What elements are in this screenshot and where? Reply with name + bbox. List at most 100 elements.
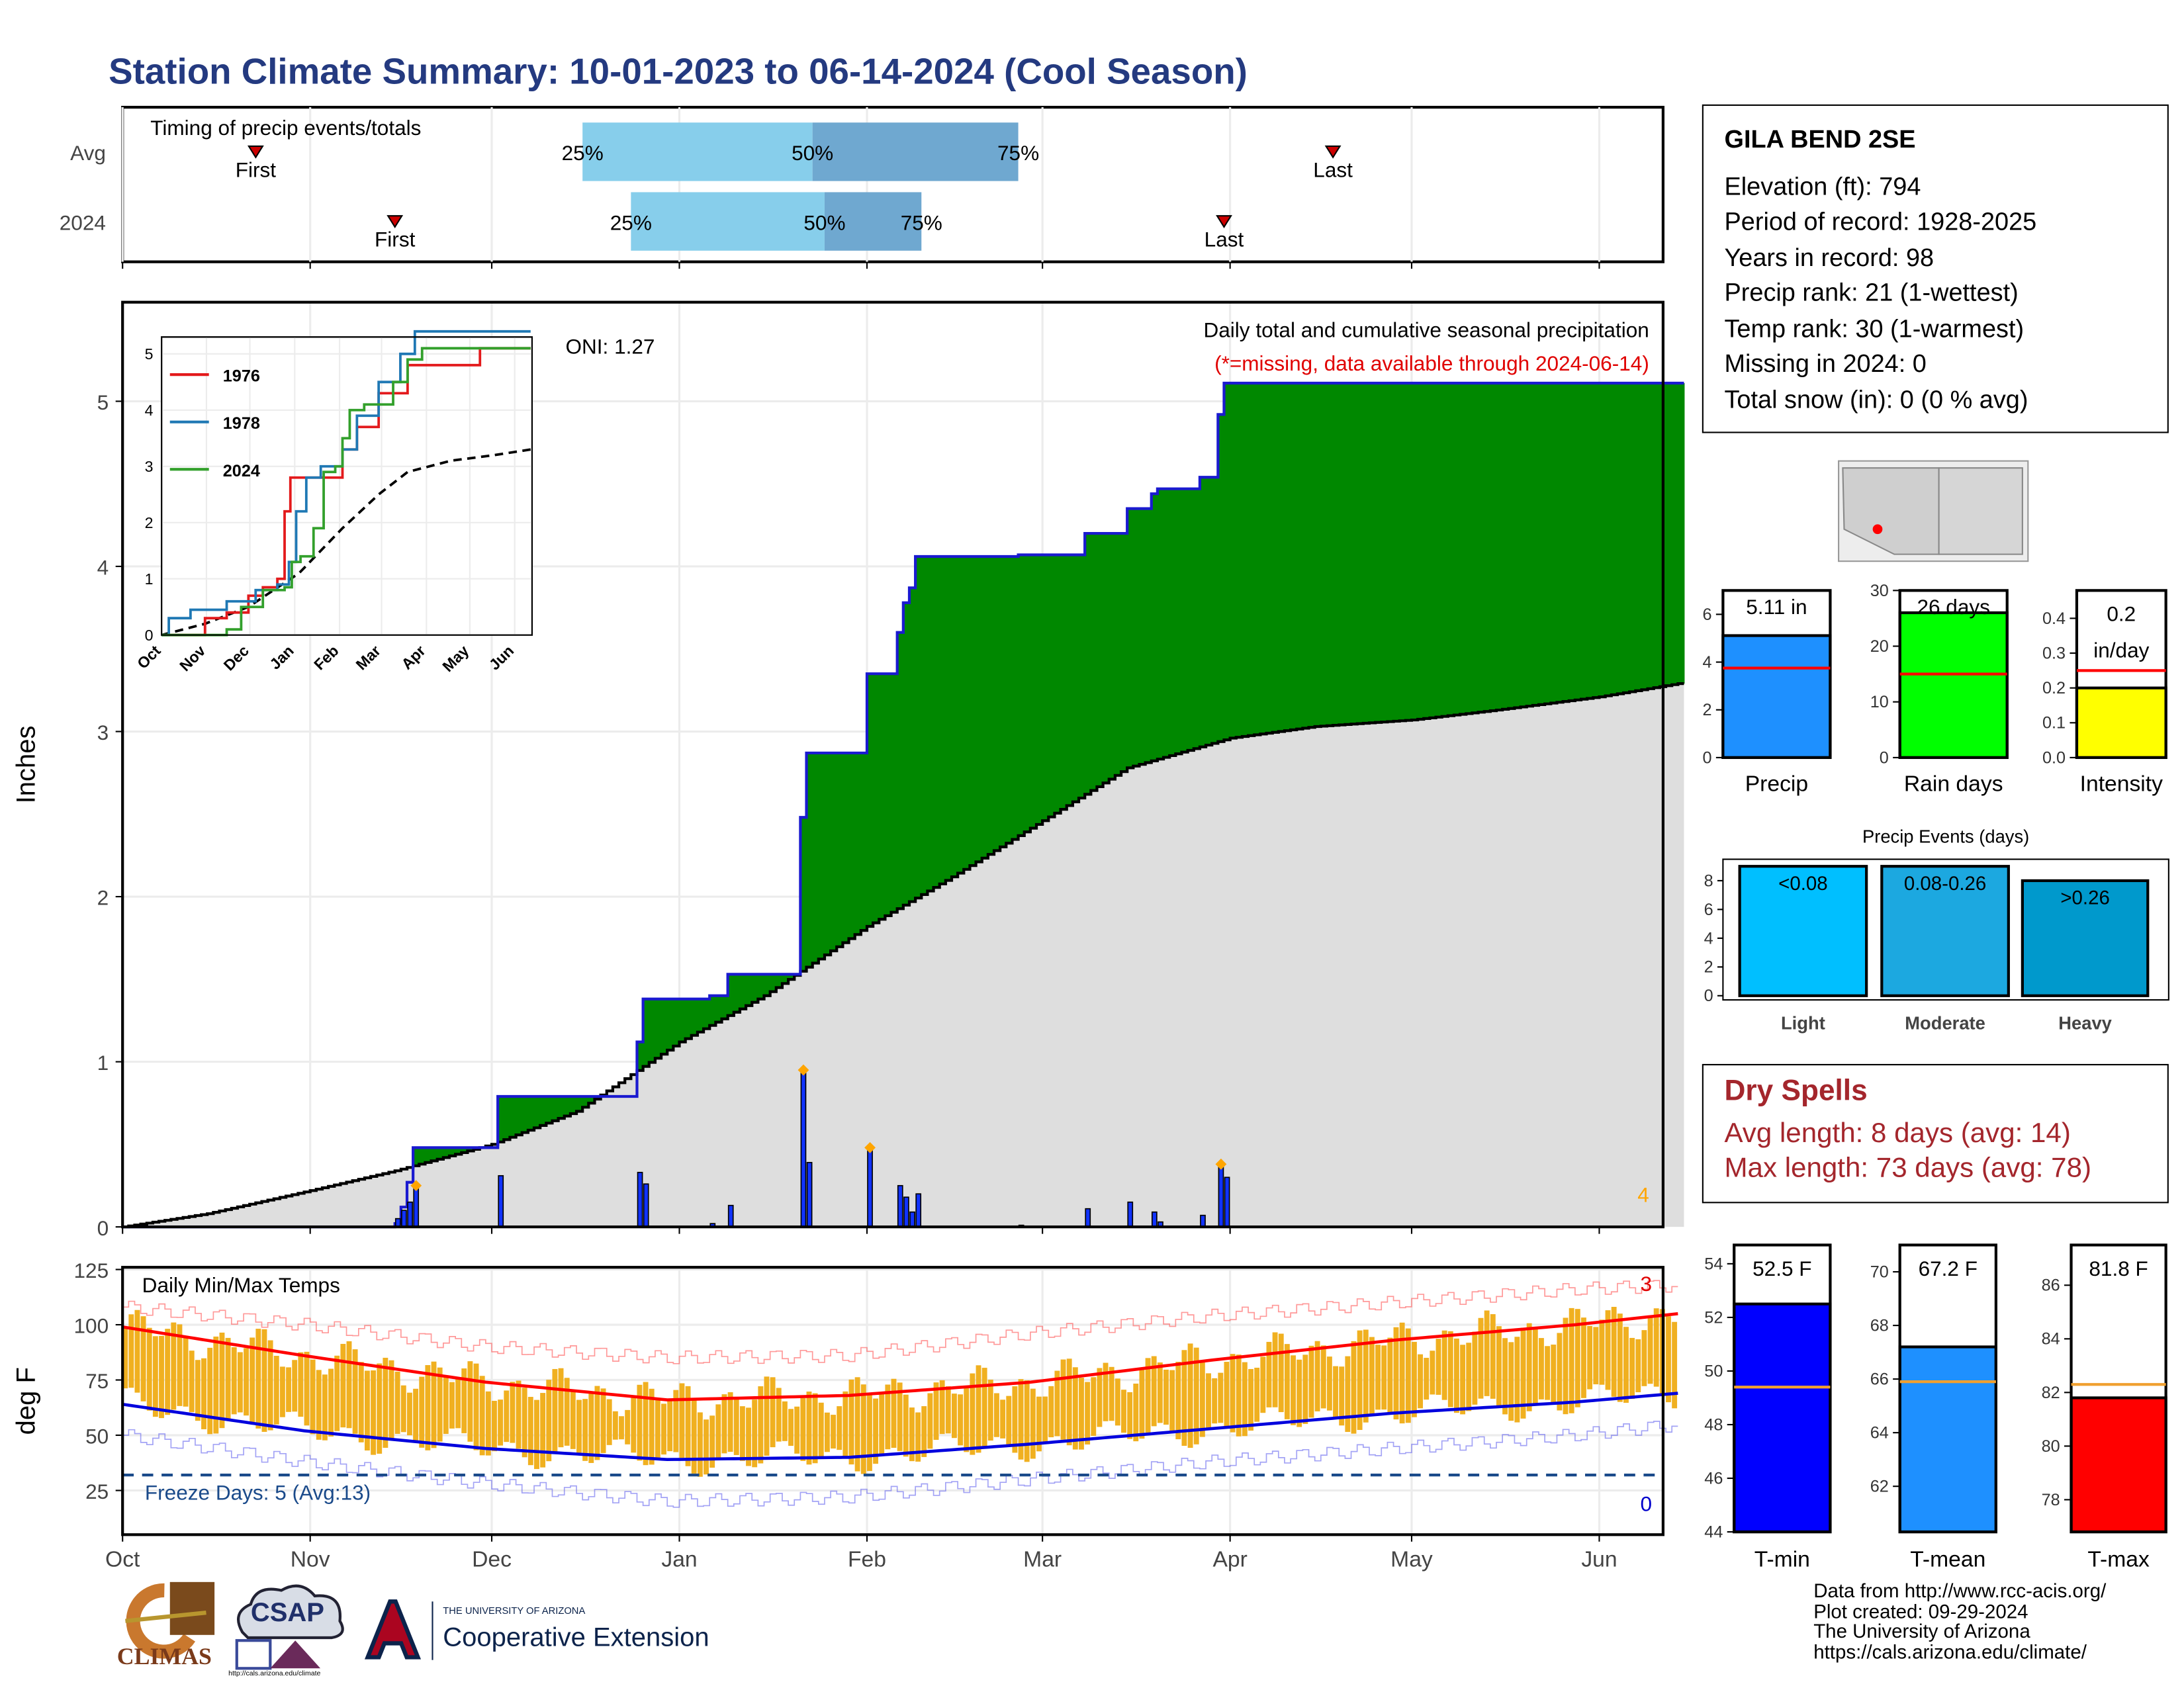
- temp-daily-bar: [128, 1314, 134, 1388]
- precip-daily-bar: [498, 1175, 504, 1227]
- precip-above-normal-fill: [1066, 555, 1073, 806]
- precip-gauge-value: 5.11 in: [1746, 595, 1807, 619]
- temp-daily-bar: [770, 1377, 776, 1448]
- oni-label: ONI: 1.27: [565, 335, 655, 359]
- temp-daily-bar: [1520, 1327, 1526, 1419]
- temp-daily-bar: [1581, 1317, 1586, 1398]
- temp-daily-bar: [1587, 1325, 1593, 1390]
- temp-gauge-ytick-label: 54: [1704, 1255, 1723, 1273]
- temp-daily-bar: [1181, 1350, 1187, 1446]
- precip-above-normal-fill: [854, 752, 862, 935]
- precip-gauge-2-frame: [2075, 589, 2167, 760]
- precip-above-normal-fill: [1678, 382, 1685, 684]
- inset-frame: [161, 336, 533, 636]
- precip-daily-bar: [897, 1184, 903, 1227]
- temp-daily-bar: [704, 1419, 709, 1475]
- precip-above-normal-fill: [1199, 477, 1206, 747]
- temp-daily-bar: [788, 1409, 794, 1446]
- precip-above-normal-fill: [1514, 382, 1522, 708]
- temp-ytick-label: 100: [74, 1314, 109, 1338]
- precip-above-normal-fill: [891, 674, 898, 912]
- precip-gauge-2-ytick-label: 0.0: [2042, 748, 2066, 767]
- temp-daily-bar: [286, 1367, 291, 1412]
- precip-daily-bar: [1224, 1177, 1230, 1227]
- precip-above-normal-fill: [504, 1096, 511, 1140]
- precip-events-ytick-label: 8: [1704, 871, 1713, 890]
- temp-daily-bar: [588, 1392, 594, 1463]
- precip-above-normal-fill: [564, 1096, 571, 1116]
- precip-above-normal-fill: [1351, 382, 1358, 725]
- precip-above-normal-fill: [1278, 382, 1285, 732]
- freeze-days-label: Freeze Days: 5 (Avg:13): [145, 1481, 371, 1505]
- temp-daily-bar: [945, 1386, 951, 1434]
- precip-daily-bar: [800, 1069, 807, 1227]
- temp-daily-bar: [1460, 1345, 1466, 1415]
- precip-above-normal-fill: [1641, 382, 1649, 690]
- precip-above-normal-fill: [1326, 382, 1334, 726]
- ua-extension: Cooperative Extension: [443, 1623, 709, 1654]
- temp-daily-bar: [183, 1335, 189, 1407]
- temp-daily-bar: [1466, 1343, 1472, 1411]
- precip-above-normal-fill: [1175, 488, 1183, 754]
- precip-above-normal-fill: [1593, 382, 1600, 698]
- temp-daily-bar: [1260, 1356, 1266, 1413]
- precip-above-normal-fill: [1260, 382, 1267, 734]
- temp-daily-bar: [1006, 1396, 1012, 1445]
- precip-normal-line: [122, 682, 1684, 1229]
- precip-panel-title: Daily total and cumulative seasonal prec…: [1203, 318, 1649, 341]
- precip-above-normal-fill: [1224, 382, 1231, 740]
- precip-above-normal-fill: [1297, 382, 1304, 729]
- temp-daily-bar: [1611, 1307, 1617, 1397]
- precip-above-normal-fill: [1036, 555, 1044, 824]
- precip-ytick-label: 1: [97, 1051, 109, 1075]
- temp-daily-bar: [824, 1412, 830, 1452]
- temp-daily-bar: [1054, 1370, 1060, 1437]
- temp-daily-bar: [709, 1415, 715, 1468]
- temp-daily-bar: [733, 1398, 739, 1455]
- temp-daily-bar: [1151, 1356, 1157, 1427]
- precip-above-normal-fill: [1539, 382, 1546, 705]
- temp-daily-bar: [794, 1406, 800, 1454]
- temp-daily-bar: [237, 1352, 243, 1413]
- precip-ytick-label: 5: [97, 390, 109, 414]
- temp-daily-bar: [970, 1373, 976, 1455]
- temp-daily-bar: [927, 1393, 933, 1449]
- precip-above-normal-fill: [419, 1147, 426, 1165]
- temp-daily-bar: [1308, 1345, 1314, 1418]
- precip-daily-bar: [915, 1193, 922, 1227]
- temp-daily-bar: [250, 1337, 255, 1422]
- precip-gauge-xlabel: Intensity: [2080, 772, 2163, 796]
- precip-events-xlabel: Heavy: [2058, 1012, 2112, 1033]
- precip-above-normal-fill: [449, 1147, 456, 1156]
- precip-daily-bar: [909, 1211, 915, 1227]
- precip-above-normal-fill: [679, 999, 686, 1042]
- precip-above-normal-fill: [655, 999, 662, 1059]
- precip-above-normal-fill: [1079, 555, 1086, 799]
- precip-above-normal-fill: [1218, 414, 1225, 742]
- precip-above-normal-fill: [866, 674, 874, 926]
- temp-daily-bar: [1574, 1309, 1580, 1407]
- station-location-icon: [1872, 524, 1883, 535]
- temp-daily-bar: [473, 1363, 479, 1450]
- temp-daily-bar: [576, 1399, 582, 1456]
- precip-gauge-0-ytick-label: 4: [1703, 653, 1712, 672]
- timing-label-50: 50%: [792, 141, 833, 165]
- precip-above-normal-fill: [1272, 382, 1279, 733]
- temp-daily-bar: [383, 1357, 388, 1448]
- temp-ylabel: deg F: [12, 1367, 41, 1435]
- temp-gauge-ytick-label: 66: [1870, 1370, 1889, 1389]
- temp-daily-bar: [933, 1382, 939, 1440]
- precip-above-normal-fill: [958, 556, 965, 873]
- precip-daily-bar: [401, 1210, 407, 1227]
- temp-daily-bar: [1617, 1313, 1623, 1402]
- temp-gauge-ytick-label: 68: [1870, 1316, 1889, 1335]
- precip-ytick-label: 2: [97, 886, 109, 910]
- timing-row-label: Avg: [70, 141, 106, 165]
- precip-above-normal-fill: [1236, 382, 1243, 738]
- precip-above-normal-fill: [1557, 382, 1564, 703]
- temp-daily-bar: [377, 1363, 383, 1454]
- temp-daily-bar: [310, 1359, 316, 1435]
- temp-daily-bar: [534, 1399, 539, 1470]
- temp-daily-bar: [1484, 1310, 1490, 1396]
